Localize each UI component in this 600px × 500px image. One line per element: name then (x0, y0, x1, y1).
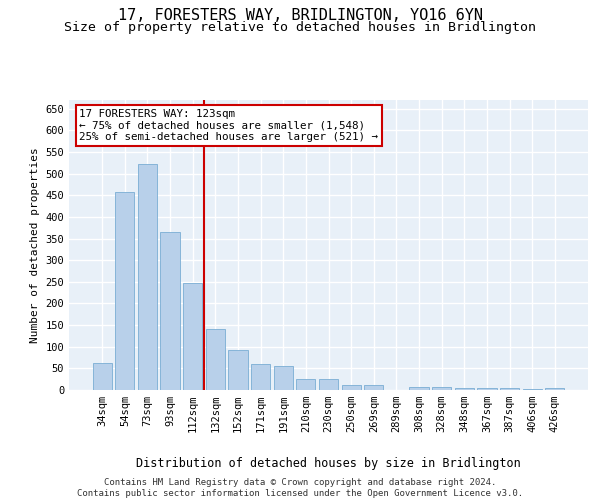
Bar (206, 330, 225, 390)
Bar (92, 363, 112, 390)
Bar (274, 366, 293, 390)
Bar (183, 282, 202, 390)
Bar (251, 364, 270, 390)
Bar (115, 192, 134, 390)
Bar (296, 379, 316, 390)
Text: 17 FORESTERS WAY: 123sqm
← 75% of detached houses are smaller (1,548)
25% of sem: 17 FORESTERS WAY: 123sqm ← 75% of detach… (79, 108, 379, 142)
Text: Distribution of detached houses by size in Bridlington: Distribution of detached houses by size … (136, 458, 521, 470)
Bar (319, 379, 338, 390)
Bar (545, 388, 565, 390)
Bar (455, 388, 474, 390)
Bar (477, 388, 497, 390)
Bar (432, 388, 451, 390)
Bar (500, 388, 519, 390)
Bar (138, 164, 157, 390)
Text: Size of property relative to detached houses in Bridlington: Size of property relative to detached ho… (64, 21, 536, 34)
Y-axis label: Number of detached properties: Number of detached properties (30, 147, 40, 343)
Bar (523, 388, 542, 390)
Bar (341, 385, 361, 390)
Bar (160, 232, 180, 390)
Bar (409, 387, 428, 390)
Text: 17, FORESTERS WAY, BRIDLINGTON, YO16 6YN: 17, FORESTERS WAY, BRIDLINGTON, YO16 6YN (118, 8, 482, 22)
Bar (229, 350, 248, 390)
Bar (364, 385, 383, 390)
Text: Contains HM Land Registry data © Crown copyright and database right 2024.
Contai: Contains HM Land Registry data © Crown c… (77, 478, 523, 498)
